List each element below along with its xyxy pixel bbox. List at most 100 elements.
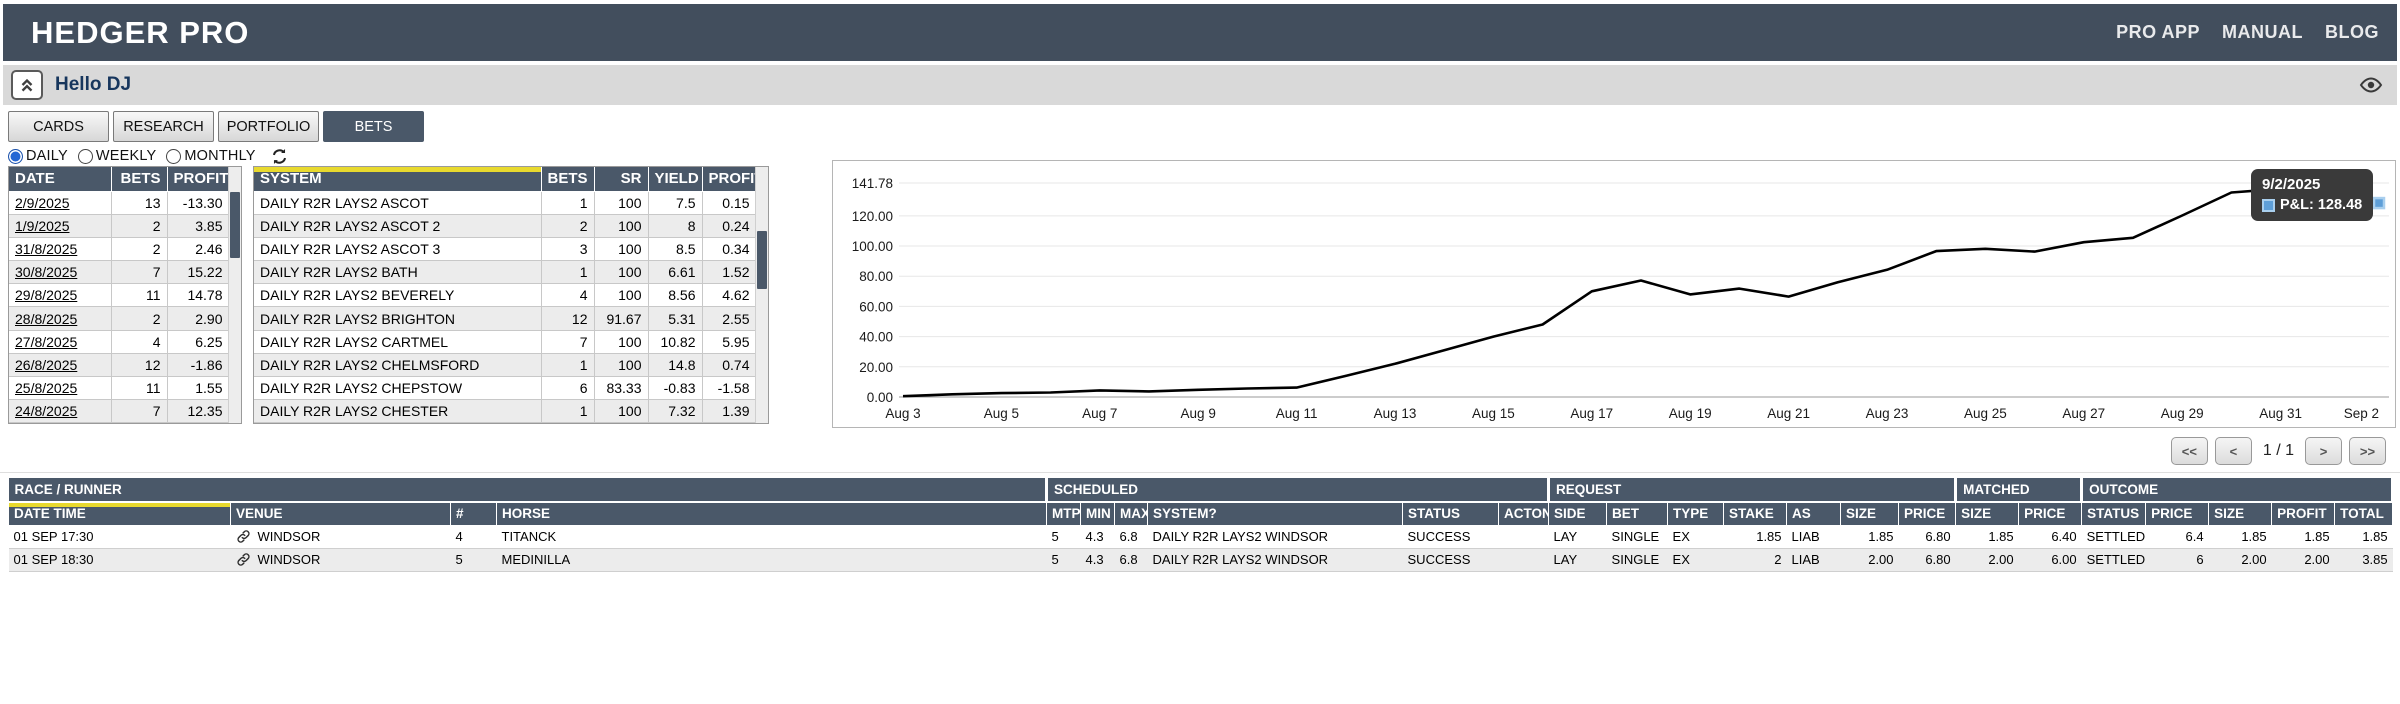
date-link[interactable]: 29/8/2025 [15, 287, 78, 304]
column-header-yield[interactable]: YIELD [648, 167, 703, 192]
column-header-date-time[interactable]: DATE TIME [8, 501, 231, 526]
svg-text:Aug 27: Aug 27 [2062, 406, 2105, 421]
column-header-as[interactable]: AS [1786, 501, 1842, 526]
column-header-size[interactable]: SIZE [1840, 501, 1900, 526]
radio-daily[interactable]: DAILY [8, 148, 68, 164]
date-link[interactable]: 1/9/2025 [15, 217, 70, 234]
date-link[interactable]: 30/8/2025 [15, 264, 78, 281]
date-link[interactable]: 31/8/2025 [15, 240, 78, 257]
collapse-button[interactable] [11, 70, 43, 100]
column-header-side[interactable]: SIDE [1548, 501, 1608, 526]
refresh-button[interactable] [270, 147, 289, 166]
svg-text:141.78: 141.78 [852, 176, 893, 191]
column-header-type[interactable]: TYPE [1667, 501, 1725, 526]
column-header-size[interactable]: SIZE [1955, 501, 2020, 526]
column-header-min[interactable]: MIN [1080, 501, 1116, 526]
first-page-button[interactable]: << [2170, 437, 2208, 465]
column-header-system-[interactable]: SYSTEM? [1147, 501, 1404, 526]
scrollbar-thumb[interactable] [230, 192, 240, 258]
column-header-sr[interactable]: SR [594, 167, 649, 192]
table-row: DAILY R2R LAYS2 BATH 1 100 6.61 1.52 [254, 260, 755, 285]
column-header-total[interactable]: TOTAL [2334, 501, 2394, 526]
column-header-size[interactable]: SIZE [2208, 501, 2273, 526]
column-header-stake[interactable]: STAKE [1723, 501, 1788, 526]
daily-table-scrollbar[interactable] [228, 167, 241, 423]
column-header-mtp[interactable]: MTP [1046, 501, 1082, 526]
column-header-price[interactable]: PRICE [2145, 501, 2210, 526]
column-header-venue[interactable]: VENUE [230, 501, 451, 526]
column-header-system[interactable]: SYSTEM [254, 167, 542, 192]
date-link[interactable]: 26/8/2025 [15, 356, 78, 373]
column-header-horse[interactable]: HORSE [495, 501, 1048, 526]
radio-dot[interactable] [166, 148, 182, 164]
tooltip-value: P&L: 128.48 [2280, 197, 2363, 213]
tab-cards[interactable]: CARDS [8, 111, 109, 142]
date-link[interactable]: 24/8/2025 [15, 403, 78, 420]
date-link[interactable]: 25/8/2025 [15, 380, 78, 397]
column-header-date[interactable]: DATE [9, 167, 112, 192]
table-row: DAILY R2R LAYS2 BRIGHTON 12 91.67 5.31 2.55 [254, 306, 755, 331]
svg-text:60.00: 60.00 [859, 299, 893, 314]
radio-monthly[interactable]: MONTHLY [166, 148, 255, 164]
svg-text:80.00: 80.00 [859, 269, 893, 284]
column-header-profit[interactable]: PROFIT [702, 167, 755, 192]
group-header-outcome: OUTCOME [2081, 478, 2395, 503]
pagination: << < 1 / 1 > >> [2170, 436, 2386, 466]
table-row: 30/8/2025 7 15.22 [9, 260, 228, 285]
column-header-bets[interactable]: BETS [111, 167, 168, 192]
svg-text:100.00: 100.00 [852, 239, 893, 254]
header-links: PRO APP MANUAL BLOG [2116, 22, 2379, 43]
table-row: 26/8/2025 12 -1.86 [9, 353, 228, 378]
column-header-status[interactable]: STATUS [1402, 501, 1500, 526]
next-page-button[interactable]: > [2305, 437, 2342, 465]
column-header-profit[interactable]: PROFIT [2271, 501, 2336, 526]
system-results-table: SYSTEMBETSSRYIELDPROFITDAILY R2R LAYS2 A… [254, 167, 755, 423]
table-row: 01 SEP 18:30 WINDSOR 5 MEDINILLA 5 4.3 6.8 DAIL… [8, 548, 2393, 572]
link-manual[interactable]: MANUAL [2222, 22, 2303, 42]
bets-panel: RACE / RUNNER SCHEDULED REQUEST MATCHED OUTC… [8, 478, 2395, 572]
svg-text:Aug 31: Aug 31 [2259, 406, 2302, 421]
column-header--[interactable]: # [450, 501, 497, 526]
radio-weekly[interactable]: WEEKLY [77, 148, 157, 164]
table-row: 24/8/2025 7 12.35 [9, 399, 228, 423]
system-table-scrollbar[interactable] [755, 167, 768, 423]
svg-text:Aug 23: Aug 23 [1866, 406, 1909, 421]
column-header-profit[interactable]: PROFIT [167, 167, 228, 192]
table-row: DAILY R2R LAYS2 ASCOT 1 100 7.5 0.15 [254, 191, 755, 215]
svg-text:Aug 5: Aug 5 [984, 406, 1019, 421]
scrollbar-thumb[interactable] [757, 231, 767, 289]
last-page-button[interactable]: >> [2349, 437, 2386, 465]
link-blog[interactable]: BLOG [2325, 22, 2379, 42]
eye-icon[interactable] [2359, 73, 2383, 97]
column-header-price[interactable]: PRICE [2018, 501, 2083, 526]
tab-research[interactable]: RESEARCH [113, 111, 214, 142]
column-header-max[interactable]: MAX [1114, 501, 1149, 526]
svg-text:Aug 15: Aug 15 [1472, 406, 1515, 421]
date-link[interactable]: 28/8/2025 [15, 310, 78, 327]
venue-link[interactable]: WINDSOR [257, 529, 321, 544]
prev-page-button[interactable]: < [2214, 437, 2252, 465]
radio-dot[interactable] [8, 148, 23, 164]
group-header-matched: MATCHED [1955, 478, 2084, 503]
column-header-acton[interactable]: ACTON [1498, 501, 1550, 526]
svg-text:Aug 7: Aug 7 [1082, 406, 1117, 421]
date-link[interactable]: 2/9/2025 [15, 194, 70, 211]
column-header-bets[interactable]: BETS [541, 167, 595, 192]
date-link[interactable]: 27/8/2025 [15, 333, 78, 350]
column-header-bet[interactable]: BET [1606, 501, 1669, 526]
table-row: 2/9/2025 13 -13.30 [9, 191, 228, 215]
column-header-status[interactable]: STATUS [2081, 501, 2147, 526]
svg-text:0.00: 0.00 [867, 390, 893, 405]
venue-link[interactable]: WINDSOR [257, 552, 321, 567]
column-header-price[interactable]: PRICE [1898, 501, 1957, 526]
table-row: DAILY R2R LAYS2 ASCOT 3 3 100 8.5 0.34 [254, 237, 755, 262]
link-pro-app[interactable]: PRO APP [2116, 22, 2200, 42]
tab-portfolio[interactable]: PORTFOLIO [218, 111, 319, 142]
radio-dot[interactable] [77, 148, 93, 164]
double-chevron-up-icon [21, 78, 33, 92]
radio-label: DAILY [26, 148, 68, 164]
svg-text:Aug 21: Aug 21 [1767, 406, 1810, 421]
tab-bets[interactable]: BETS [323, 111, 424, 142]
table-row: 1/9/2025 2 3.85 [9, 214, 228, 238]
group-header-request: REQUEST [1548, 478, 1958, 503]
